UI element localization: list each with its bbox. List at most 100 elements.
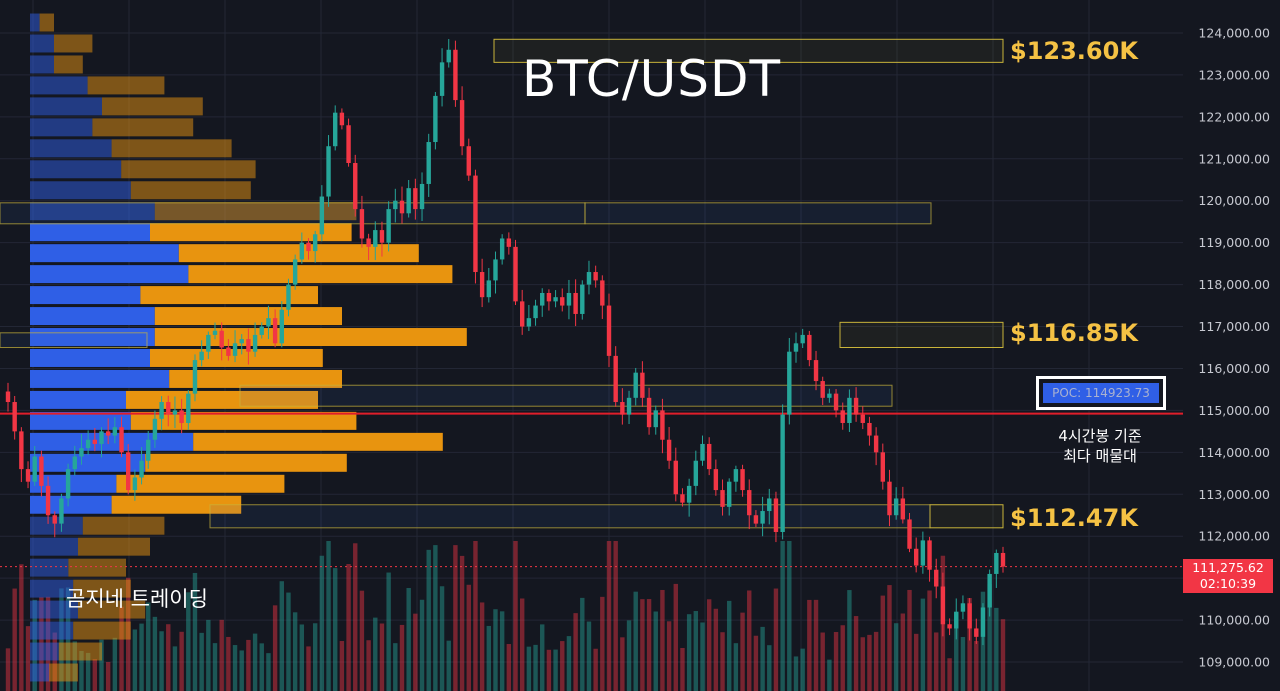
- volume-bar: [166, 624, 171, 691]
- profile-buy-bar: [30, 349, 150, 367]
- candle-body: [386, 209, 391, 243]
- profile-sell-bar: [78, 537, 150, 556]
- profile-buy-bar: [30, 118, 93, 137]
- volume-bar: [633, 591, 638, 691]
- profile-buy-bar: [30, 307, 155, 326]
- volume-bar: [339, 641, 345, 691]
- candle-body: [600, 280, 605, 306]
- volume-bar: [1000, 619, 1006, 691]
- profile-sell-bar: [54, 55, 83, 74]
- candle-body: [853, 397, 859, 415]
- volume-bar: [793, 656, 799, 691]
- candle-body: [526, 318, 532, 327]
- candle-body: [560, 297, 565, 306]
- volume-bar: [493, 609, 498, 691]
- candle-body: [920, 540, 926, 566]
- candle-body: [79, 448, 84, 457]
- historical-zone-box: [584, 202, 932, 225]
- volume-bar: [800, 648, 805, 691]
- candle-body: [994, 552, 999, 574]
- candle-body: [893, 498, 899, 516]
- volume-bar: [186, 592, 191, 691]
- profile-buy-bar: [30, 369, 170, 388]
- profile-sell-bar: [150, 223, 352, 242]
- candle-body: [199, 351, 204, 361]
- profile-buy-bar: [30, 76, 88, 95]
- volume-bar: [740, 612, 745, 691]
- candle-body: [686, 485, 692, 503]
- volume-bar: [366, 640, 371, 691]
- candle-body: [753, 515, 759, 524]
- profile-sell-bar: [54, 34, 93, 53]
- volume-bar: [773, 588, 779, 691]
- profile-buy-bar: [30, 411, 131, 430]
- profile-sell-bar: [102, 97, 203, 116]
- volume-bar: [139, 623, 144, 691]
- candle-body: [606, 305, 612, 356]
- volume-bar: [353, 543, 358, 691]
- candle-body: [266, 318, 271, 327]
- candle-body: [773, 498, 779, 533]
- volume-bar: [439, 586, 445, 691]
- candle-body: [980, 607, 986, 637]
- volume-bar: [760, 626, 765, 691]
- candle-body: [92, 439, 98, 444]
- candle-body: [586, 272, 592, 285]
- candle-body: [793, 343, 799, 352]
- candle-body: [272, 318, 278, 344]
- candle-body: [99, 431, 104, 444]
- volume-bar: [873, 631, 879, 691]
- candle-body: [533, 305, 538, 319]
- volume-bar: [393, 643, 398, 691]
- candle-body: [506, 238, 512, 247]
- profile-buy-bar: [30, 223, 150, 242]
- candle-body: [860, 414, 865, 423]
- profile-sell-bar: [145, 453, 347, 472]
- profile-buy-bar: [30, 181, 131, 200]
- poc-label: POC: 114923.73: [1043, 383, 1159, 403]
- volume-bar: [5, 648, 11, 691]
- candle-body: [186, 393, 191, 423]
- volume-bar: [580, 597, 585, 691]
- candle-body: [312, 234, 318, 252]
- volume-bar: [813, 599, 819, 691]
- volume-bar: [680, 647, 685, 691]
- volume-bar: [466, 584, 471, 691]
- candle-body: [326, 146, 331, 197]
- candle-body: [292, 259, 298, 285]
- candle-body: [760, 511, 765, 524]
- candle-body: [847, 397, 852, 423]
- candle-body: [286, 284, 291, 310]
- volume-bar: [893, 623, 899, 691]
- volume-bar: [753, 635, 759, 691]
- price-tick-label: 115,000.00: [1198, 403, 1270, 418]
- volume-bar: [99, 639, 104, 691]
- volume-bar: [199, 632, 204, 691]
- poc-note-line2: 최다 매물대: [1063, 447, 1137, 465]
- candle-body: [105, 431, 111, 436]
- volume-bar: [25, 626, 31, 691]
- profile-sell-bar: [58, 642, 102, 661]
- volume-bar: [419, 599, 425, 691]
- candle-body: [119, 427, 124, 453]
- volume-bar: [546, 649, 552, 691]
- price-tick-label: 112,000.00: [1198, 529, 1270, 544]
- candle-body: [733, 469, 739, 482]
- volume-bar: [733, 643, 739, 691]
- volume-bar: [840, 625, 845, 691]
- volume-bar: [152, 616, 158, 691]
- volume-bar: [640, 599, 645, 691]
- volume-bar: [479, 602, 485, 691]
- profile-buy-bar: [30, 34, 54, 53]
- volume-bar: [913, 633, 919, 691]
- profile-sell-bar: [154, 328, 467, 346]
- volume-bar: [593, 648, 598, 691]
- volume-bar: [59, 588, 64, 691]
- volume-bar: [700, 622, 705, 691]
- price-tick-label: 116,000.00: [1198, 361, 1270, 376]
- volume-bar: [79, 650, 84, 691]
- candle-body: [693, 460, 699, 486]
- volume-bar: [540, 624, 545, 691]
- historical-zone-box: [0, 202, 586, 225]
